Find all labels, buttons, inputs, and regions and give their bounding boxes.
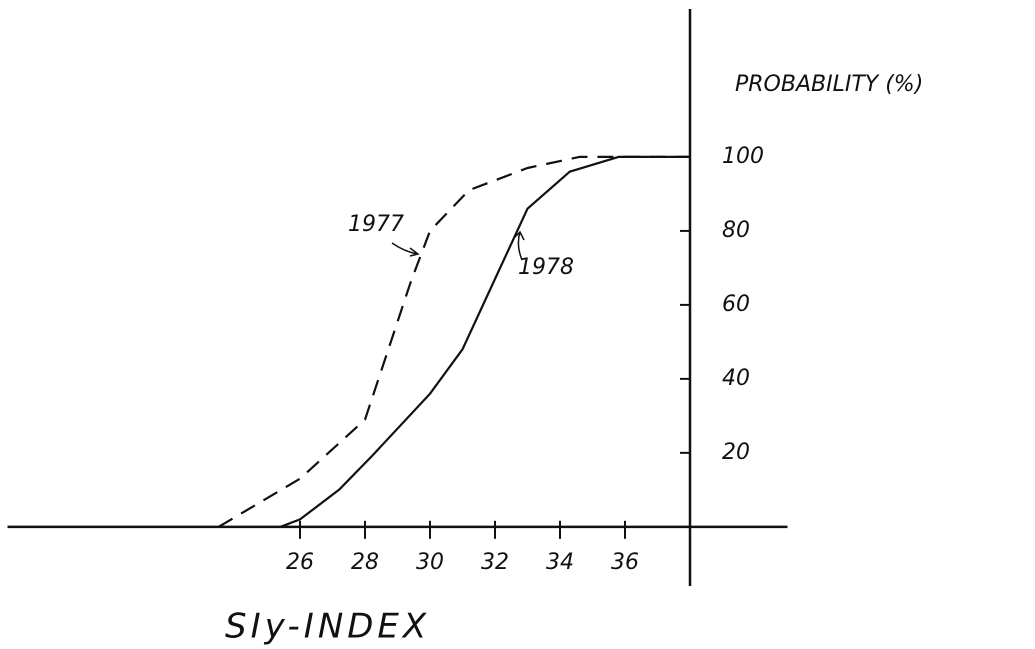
x-tick-label: 30 bbox=[416, 550, 444, 575]
x-tick-label: 26 bbox=[286, 550, 314, 575]
x-tick-label: 32 bbox=[481, 550, 509, 575]
arrow-1977 bbox=[391, 242, 420, 257]
x-tick-label: 28 bbox=[351, 550, 379, 575]
series-label: 1977 bbox=[348, 212, 404, 237]
series-line bbox=[280, 155, 690, 528]
y-tick-label: 40 bbox=[722, 366, 750, 391]
y-tick-label: 60 bbox=[722, 292, 750, 317]
x-tick-label: 34 bbox=[546, 550, 574, 575]
y-axis-label: PROBABILITY (%) bbox=[735, 72, 923, 97]
y-tick-label: 100 bbox=[722, 144, 764, 169]
series-line bbox=[218, 155, 690, 528]
y-tick-label: 20 bbox=[722, 440, 750, 465]
x-tick-label: 36 bbox=[611, 550, 639, 575]
series-label: 1978 bbox=[518, 255, 574, 280]
x-axis-label: SIy-INDEX bbox=[225, 607, 430, 647]
annotation-arrows bbox=[391, 230, 525, 261]
y-tick-label: 80 bbox=[722, 218, 750, 243]
